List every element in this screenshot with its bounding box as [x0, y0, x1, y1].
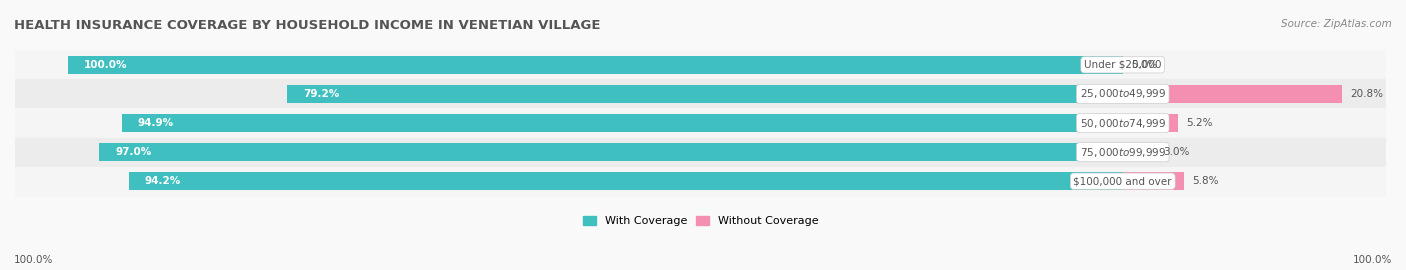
- Text: $50,000 to $74,999: $50,000 to $74,999: [1080, 117, 1166, 130]
- Bar: [15, 109, 1386, 137]
- Text: 100.0%: 100.0%: [83, 60, 127, 70]
- Text: 79.2%: 79.2%: [304, 89, 339, 99]
- Text: $75,000 to $99,999: $75,000 to $99,999: [1080, 146, 1166, 158]
- Bar: [15, 50, 1386, 79]
- Bar: [1123, 114, 1178, 132]
- Bar: [1123, 143, 1154, 161]
- Bar: [129, 172, 1123, 190]
- Bar: [67, 56, 1123, 74]
- Text: 3.0%: 3.0%: [1163, 147, 1189, 157]
- Bar: [1123, 85, 1343, 103]
- Text: HEALTH INSURANCE COVERAGE BY HOUSEHOLD INCOME IN VENETIAN VILLAGE: HEALTH INSURANCE COVERAGE BY HOUSEHOLD I…: [14, 19, 600, 32]
- Bar: [15, 137, 1386, 167]
- Legend: With Coverage, Without Coverage: With Coverage, Without Coverage: [582, 216, 818, 226]
- Text: 5.2%: 5.2%: [1187, 118, 1212, 128]
- Text: $100,000 and over: $100,000 and over: [1074, 176, 1173, 186]
- Text: 5.8%: 5.8%: [1192, 176, 1219, 186]
- Text: 94.9%: 94.9%: [138, 118, 173, 128]
- Text: 20.8%: 20.8%: [1351, 89, 1384, 99]
- Bar: [287, 85, 1123, 103]
- Bar: [15, 167, 1386, 196]
- Text: Source: ZipAtlas.com: Source: ZipAtlas.com: [1281, 19, 1392, 29]
- Text: 97.0%: 97.0%: [115, 147, 152, 157]
- Text: 100.0%: 100.0%: [14, 255, 53, 265]
- Bar: [1123, 172, 1184, 190]
- Text: 100.0%: 100.0%: [1353, 255, 1392, 265]
- Bar: [15, 79, 1386, 109]
- Text: $25,000 to $49,999: $25,000 to $49,999: [1080, 87, 1166, 100]
- Text: Under $25,000: Under $25,000: [1084, 60, 1161, 70]
- Text: 94.2%: 94.2%: [145, 176, 181, 186]
- Text: 0.0%: 0.0%: [1132, 60, 1157, 70]
- Bar: [121, 114, 1123, 132]
- Bar: [100, 143, 1123, 161]
